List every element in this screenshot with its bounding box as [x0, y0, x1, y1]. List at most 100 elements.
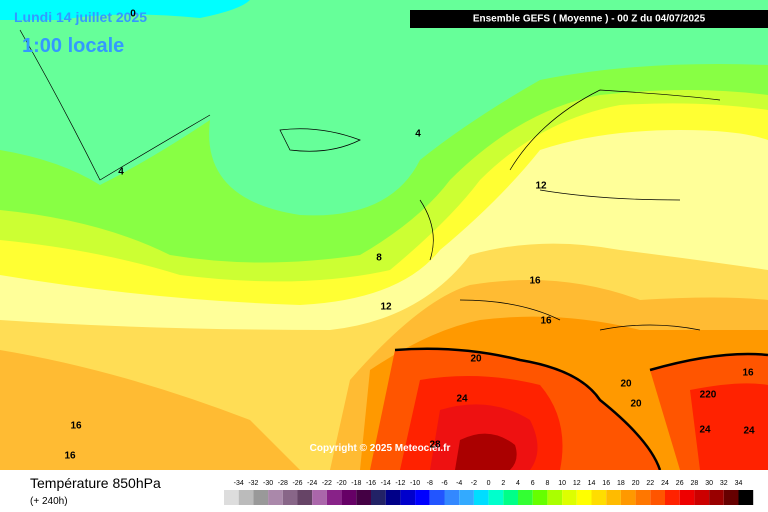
legend-swatch: [562, 490, 577, 505]
contour-label: 16: [742, 368, 754, 379]
legend-label: -2: [471, 480, 477, 487]
legend-subtitle: (+ 240h): [30, 496, 68, 507]
legend-label: -26: [292, 480, 302, 487]
legend-label: 2: [501, 480, 505, 487]
contour-label: 4: [415, 129, 421, 140]
contour-label: 28: [429, 440, 441, 451]
legend-swatch: [444, 490, 460, 505]
legend-label: 8: [545, 480, 549, 487]
legend-swatch: [503, 490, 518, 505]
contour-label: 16: [529, 276, 541, 287]
legend-label: -12: [395, 480, 405, 487]
contour-label: 8: [376, 253, 382, 264]
legend-swatch: [547, 490, 563, 505]
legend-swatch: [326, 490, 342, 505]
legend-label: -20: [337, 480, 347, 487]
legend-label: 26: [676, 480, 684, 487]
legend-label: 30: [705, 480, 713, 487]
legend-swatch: [518, 490, 533, 505]
legend-swatch: [400, 490, 416, 505]
legend-swatch: [238, 490, 254, 505]
legend-label: -16: [366, 480, 376, 487]
date: Lundi 14 juillet 2025: [14, 9, 147, 25]
contour-label: 20: [620, 379, 632, 390]
time: 1:00 locale: [22, 35, 124, 57]
legend-label: -28: [278, 480, 288, 487]
legend-label: -18: [351, 480, 361, 487]
legend-swatch: [341, 490, 357, 505]
legend-swatch: [224, 490, 239, 505]
legend-swatch: [459, 490, 474, 505]
contour-label: 16: [540, 316, 552, 327]
legend-label: 0: [487, 480, 491, 487]
contour-label: 24: [743, 426, 755, 437]
legend-label: -22: [322, 480, 332, 487]
legend-swatch: [253, 490, 269, 505]
legend-label: -32: [248, 480, 258, 487]
legend-swatch: [665, 490, 680, 505]
legend-label: -34: [234, 480, 244, 487]
run-box: [410, 10, 768, 28]
legend-label: 12: [573, 480, 581, 487]
legend-label: -8: [427, 480, 433, 487]
contour-label: 16: [70, 421, 82, 432]
legend-label: 24: [661, 480, 669, 487]
legend-swatch: [650, 490, 665, 505]
contour-label: 16: [64, 451, 76, 462]
contour-label: 4: [118, 167, 124, 178]
legend-swatch: [385, 490, 401, 505]
legend-swatch: [679, 490, 695, 505]
copyright: Copyright © 2025 Meteociel.fr: [310, 443, 451, 454]
legend-swatch: [297, 490, 313, 505]
legend-swatch: [312, 490, 327, 505]
legend-swatch: [723, 490, 739, 505]
legend-label: -6: [441, 480, 447, 487]
legend-swatch: [606, 490, 621, 505]
legend-swatch: [429, 490, 445, 505]
legend-swatch: [576, 490, 592, 505]
contour-label: 12: [535, 181, 547, 192]
contour-20: [649, 352, 768, 372]
legend-label: 16: [602, 480, 610, 487]
legend-swatch: [591, 490, 607, 505]
band-28: [455, 433, 517, 470]
legend-swatch: [694, 490, 710, 505]
legend-swatch: [356, 490, 371, 505]
legend-label: 14: [588, 480, 596, 487]
legend-label: 32: [720, 480, 728, 487]
legend-label: 18: [617, 480, 625, 487]
legend-swatch: [371, 490, 386, 505]
contour-label: 0: [130, 9, 136, 20]
legend-label: 6: [531, 480, 535, 487]
legend-label: 28: [691, 480, 699, 487]
contour-label: 24: [699, 425, 711, 436]
legend-label: 4: [516, 480, 520, 487]
contour-label: 220: [700, 390, 717, 401]
coastline: [19, 29, 721, 331]
contour-label: 12: [380, 302, 392, 313]
legend-swatch: [488, 490, 504, 505]
contour-label: 24: [456, 394, 468, 405]
contour-20: [394, 347, 662, 471]
legend-swatch: [738, 490, 754, 505]
legend-swatch: [268, 490, 283, 505]
legend-swatch: [473, 490, 489, 505]
legend-label: -4: [456, 480, 462, 487]
legend-swatch: [635, 490, 651, 505]
legend-label: -10: [410, 480, 420, 487]
legend-swatch: [709, 490, 724, 505]
legend-label: 22: [646, 480, 654, 487]
legend-label: -30: [263, 480, 273, 487]
contour-label: 20: [630, 399, 642, 410]
legend-label: -14: [381, 480, 391, 487]
legend-swatch: [415, 490, 430, 505]
cold-zone: [0, 0, 250, 20]
legend-title: Température 850hPa: [30, 475, 161, 491]
legend-label: 20: [632, 480, 640, 487]
legend-swatch: [282, 490, 298, 505]
legend-swatch: [532, 490, 548, 505]
legend-label: 34: [735, 480, 743, 487]
legend-label: -24: [307, 480, 317, 487]
legend-label: 10: [558, 480, 566, 487]
